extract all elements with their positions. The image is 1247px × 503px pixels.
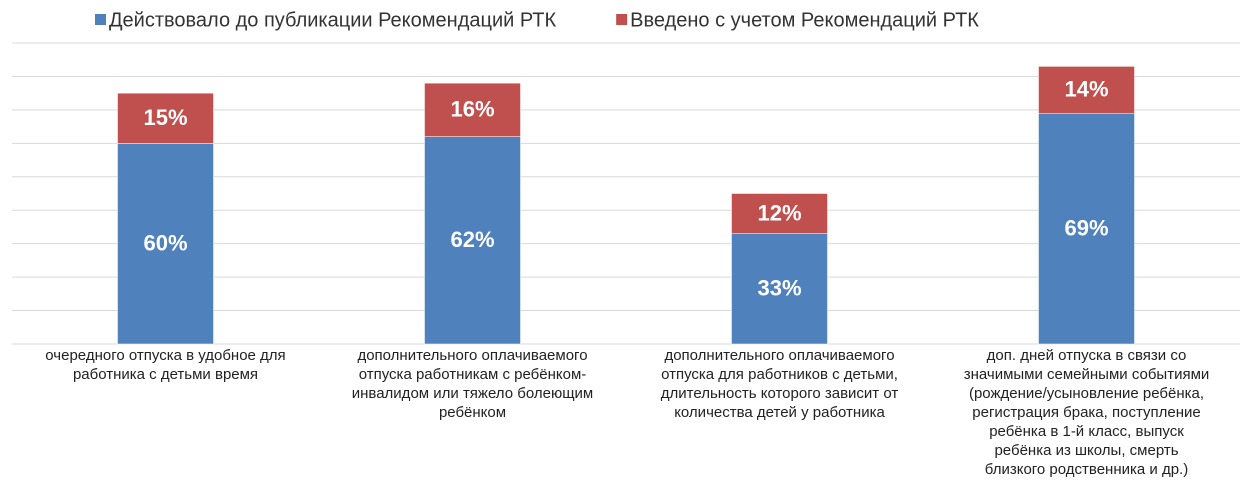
x-tick-label: доп. дней отпуска в связи со значимыми с… bbox=[963, 347, 1210, 478]
bar-segment bbox=[731, 233, 828, 345]
bar-segment bbox=[731, 193, 828, 234]
bar-segment bbox=[424, 136, 521, 345]
x-tick-label: дополнительного оплачиваемого отпуска ра… bbox=[351, 347, 594, 421]
x-tick-label: дополнительного оплачиваемого отпуска дл… bbox=[660, 347, 899, 421]
data-label: 60% bbox=[143, 230, 187, 255]
legend-swatch bbox=[616, 14, 628, 25]
data-label: 15% bbox=[143, 105, 187, 130]
legend-swatch bbox=[95, 14, 106, 25]
legend-label: Введено с учетом Рекомендаций РТК bbox=[630, 9, 979, 31]
data-label: 14% bbox=[1064, 77, 1108, 102]
data-label: 16% bbox=[450, 97, 494, 122]
data-label: 33% bbox=[757, 276, 801, 301]
data-label: 69% bbox=[1064, 215, 1108, 240]
data-label: 62% bbox=[450, 227, 494, 252]
bar-segment bbox=[117, 92, 214, 144]
data-label: 12% bbox=[757, 200, 801, 225]
bar-segment bbox=[117, 143, 214, 345]
legend-label: Действовало до публикации Рекомендаций Р… bbox=[109, 9, 556, 31]
bar-segment bbox=[1038, 112, 1135, 345]
x-tick-label: очередного отпуска в удобное для работни… bbox=[45, 347, 286, 383]
bar-segment bbox=[1038, 66, 1135, 114]
bar-segment bbox=[424, 82, 521, 137]
